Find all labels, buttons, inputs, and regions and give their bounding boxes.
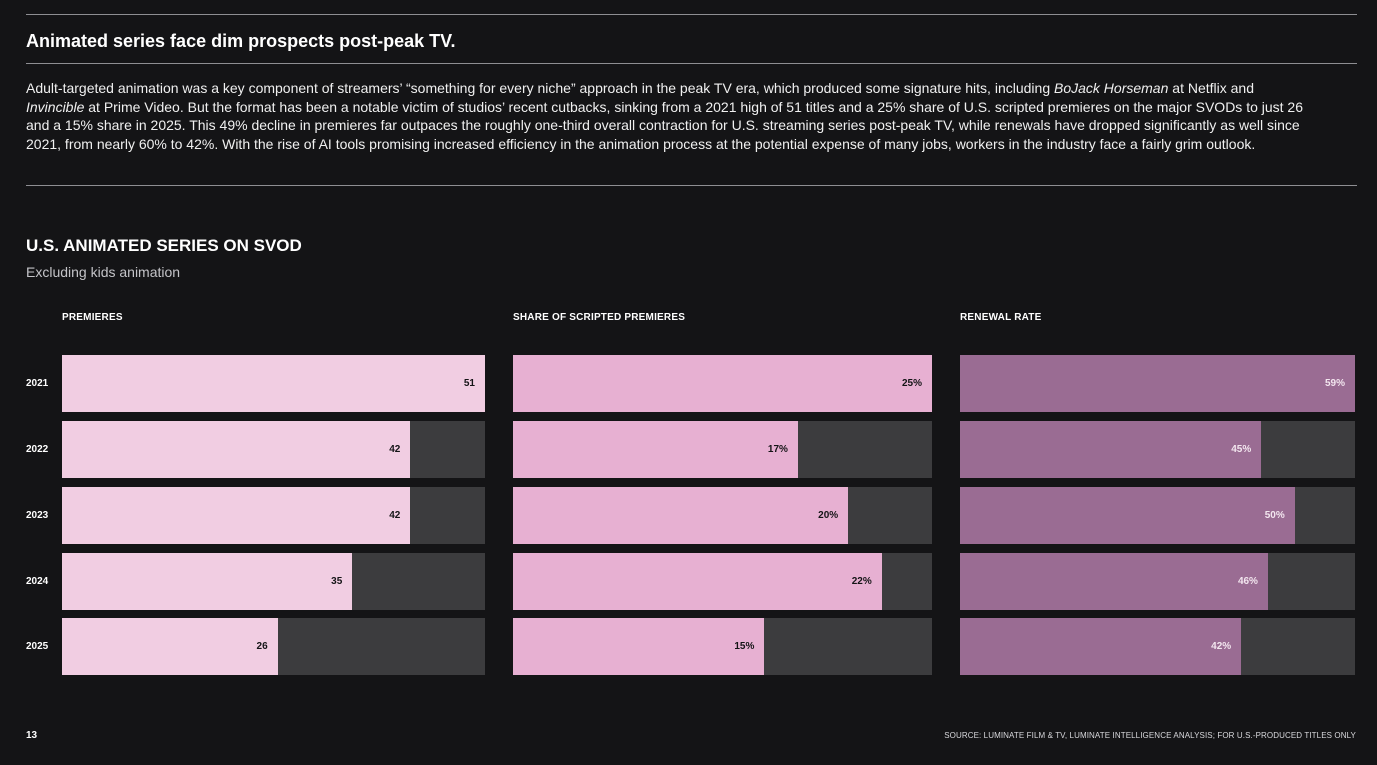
body-text-segment: at Netflix and [1168, 80, 1254, 96]
bar-value-label: 17% [767, 443, 788, 455]
chart-title: U.S. ANIMATED SERIES ON SVOD [26, 236, 302, 255]
body-divider [26, 185, 1357, 186]
bar-track: 46% [960, 553, 1355, 610]
body-paragraph: Adult-targeted animation was a key compo… [26, 79, 1316, 153]
bar: 20% [513, 487, 849, 544]
bar-value-label: 35 [331, 575, 343, 587]
bar-track: 20% [513, 487, 932, 544]
headline-divider [26, 63, 1357, 64]
year-label: 2023 [26, 509, 49, 521]
panel-title: PREMIERES [62, 312, 123, 323]
body-text-segment: at Prime Video. But the format has been … [26, 98, 1304, 152]
bar: 17% [513, 421, 798, 478]
year-label: 2025 [26, 640, 49, 652]
show-title: Invincible [26, 98, 85, 115]
bar-value-label: 42% [1211, 640, 1232, 652]
bar-value-label: 50% [1264, 509, 1285, 521]
headline: Animated series face dim prospects post-… [26, 31, 456, 51]
bar-track: 35 [62, 553, 485, 610]
bar-track: 15% [513, 618, 932, 675]
bar-track: 51 [62, 355, 485, 412]
panel-title: RENEWAL RATE [960, 312, 1042, 323]
bar: 25% [513, 355, 932, 412]
bar-track: 26 [62, 618, 485, 675]
bar-track: 59% [960, 355, 1355, 412]
bar-value-label: 46% [1237, 575, 1258, 587]
bar-value-label: 20% [818, 509, 839, 521]
year-label: 2024 [26, 575, 49, 587]
bar: 42 [62, 487, 411, 544]
bar: 50% [960, 487, 1295, 544]
bar-track: 50% [960, 487, 1355, 544]
bar-track: 22% [513, 553, 932, 610]
bar-track: 42 [62, 421, 485, 478]
bar: 46% [960, 553, 1268, 610]
bar-value-label: 22% [851, 575, 872, 587]
bar-track: 45% [960, 421, 1355, 478]
year-label: 2022 [26, 443, 49, 455]
bar: 42 [62, 421, 411, 478]
bar: 59% [960, 355, 1355, 412]
bar: 22% [513, 553, 882, 610]
bar: 42% [960, 618, 1242, 675]
bar-track: 17% [513, 421, 932, 478]
bar: 35 [62, 553, 353, 610]
bar-value-label: 26 [256, 640, 268, 652]
bar-track: 42 [62, 487, 485, 544]
top-divider [26, 14, 1357, 15]
bar: 51 [62, 355, 485, 412]
bar-value-label: 51 [463, 377, 475, 389]
chart-subtitle: Excluding kids animation [26, 264, 181, 280]
body-text-segment: Adult-targeted animation was a key compo… [26, 80, 1054, 96]
source-note: SOURCE: LUMINATE FILM & TV, LUMINATE INT… [944, 731, 1356, 740]
bar-track: 42% [960, 618, 1355, 675]
bar: 26 [62, 618, 278, 675]
bar-value-label: 25% [901, 377, 922, 389]
bar: 45% [960, 421, 1262, 478]
year-label: 2021 [26, 377, 49, 389]
bar-value-label: 42 [389, 509, 401, 521]
bar-value-label: 15% [734, 640, 755, 652]
show-title: BoJack Horseman [1054, 80, 1169, 96]
bar-value-label: 45% [1231, 443, 1252, 455]
bar: 15% [513, 618, 765, 675]
page-number: 13 [26, 730, 38, 741]
bar-value-label: 42 [389, 443, 401, 455]
panel-title: SHARE OF SCRIPTED PREMIERES [513, 312, 686, 323]
bar-track: 25% [513, 355, 932, 412]
bar-value-label: 59% [1324, 377, 1345, 389]
